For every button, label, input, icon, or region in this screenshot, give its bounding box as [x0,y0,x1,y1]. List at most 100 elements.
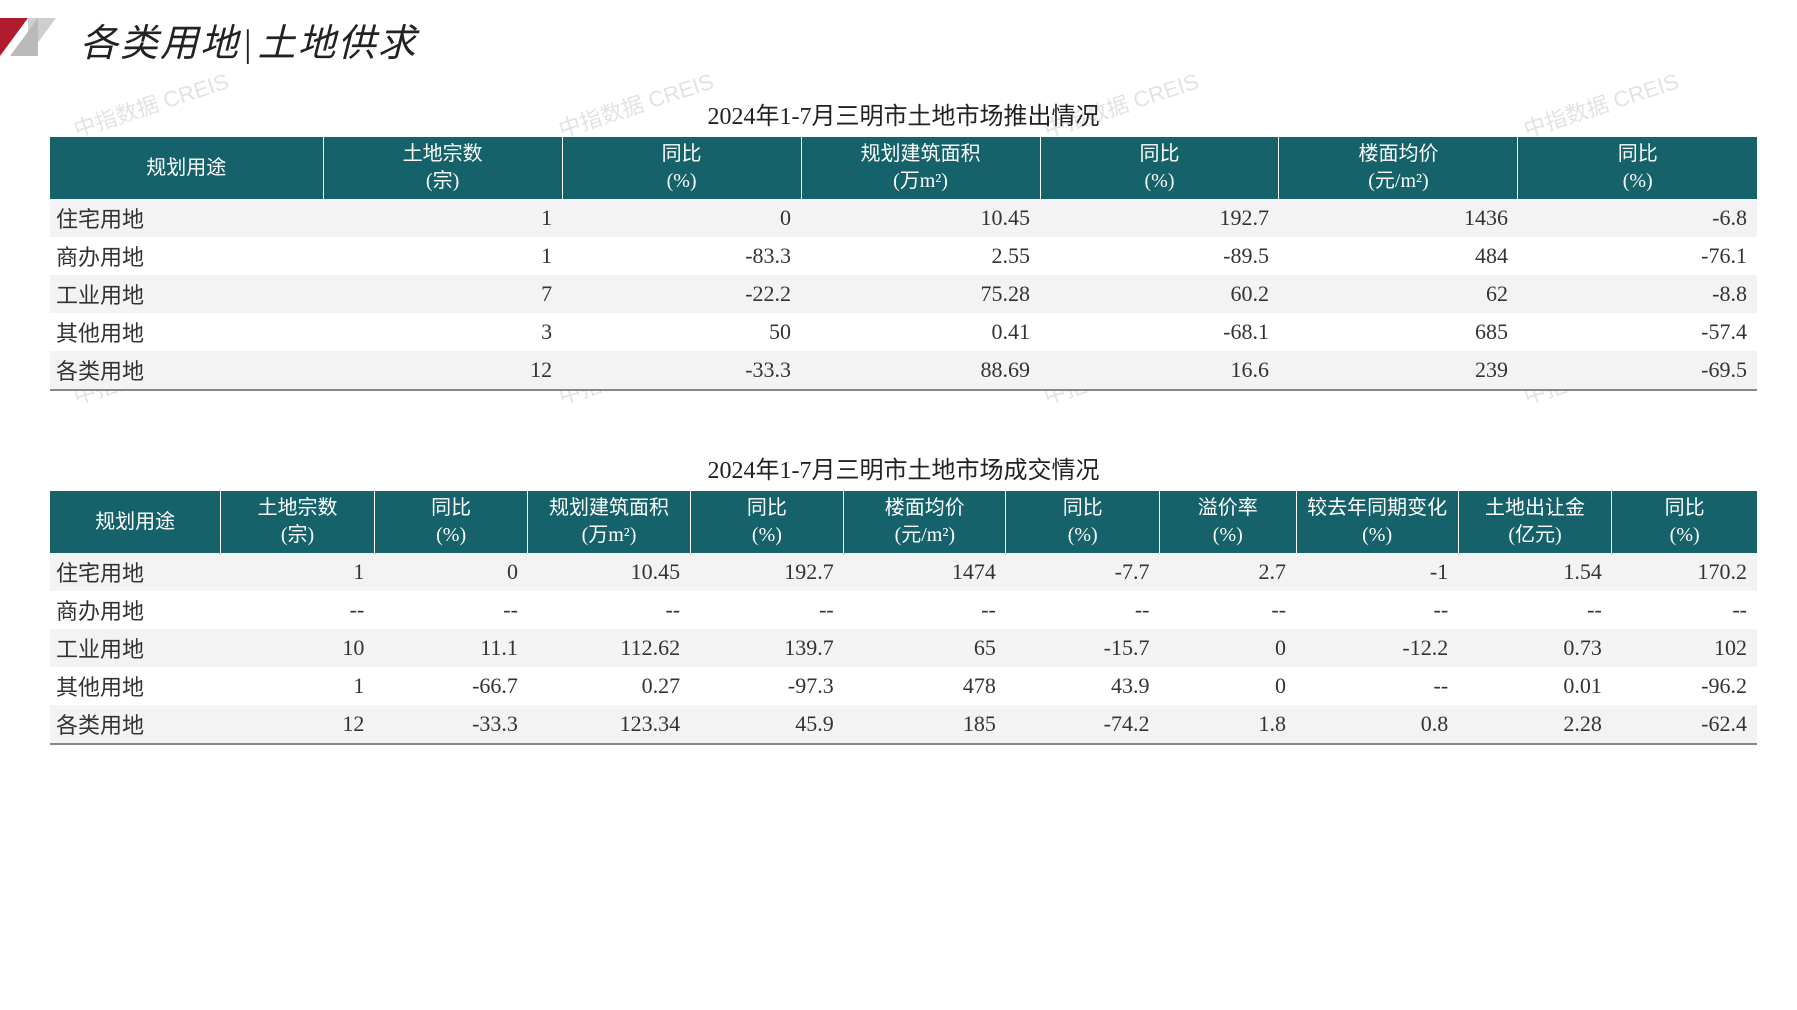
table1: 规划用途土地宗数(宗)同比(%)规划建筑面积(万m²)同比(%)楼面均价(元/m… [50,137,1757,391]
cell-value: -96.2 [1612,667,1757,705]
table1-caption: 2024年1-7月三明市土地市场推出情况 [50,96,1757,131]
table-row: 工业用地1011.1112.62139.765-15.70-12.20.7310… [50,629,1757,667]
row-label: 住宅用地 [50,199,323,237]
cell-value: -- [1160,591,1297,629]
title-sep: | [244,23,254,65]
table-row: 各类用地12-33.3123.3445.9185-74.21.80.82.28-… [50,705,1757,744]
cell-value: -- [690,591,844,629]
row-label: 工业用地 [50,275,323,313]
column-header: 同比(%) [374,491,528,553]
column-header: 规划建筑面积(万m²) [801,137,1040,199]
row-label: 商办用地 [50,591,221,629]
cell-value: 1436 [1279,199,1518,237]
column-header: 同比(%) [690,491,844,553]
column-header: 同比(%) [562,137,801,199]
table1-wrap: 2024年1-7月三明市土地市场推出情况 规划用途土地宗数(宗)同比(%)规划建… [50,96,1757,391]
column-header: 规划建筑面积(万m²) [528,491,690,553]
cell-value: 685 [1279,313,1518,351]
cell-value: 1 [323,199,562,237]
cell-value: 0.01 [1458,667,1612,705]
brand-logo [0,18,65,58]
cell-value: 192.7 [690,553,844,591]
title-left: 各类用地 [80,23,240,65]
column-header: 同比(%) [1518,137,1757,199]
column-header: 同比(%) [1040,137,1279,199]
row-label: 其他用地 [50,313,323,351]
cell-value: 43.9 [1006,667,1160,705]
cell-value: -83.3 [562,237,801,275]
cell-value: -7.7 [1006,553,1160,591]
cell-value: -33.3 [374,705,528,744]
cell-value: -- [844,591,1006,629]
table-row: 商办用地1-83.32.55-89.5484-76.1 [50,237,1757,275]
cell-value: 10.45 [528,553,690,591]
row-label: 各类用地 [50,705,221,744]
cell-value: -- [221,591,375,629]
cell-value: 192.7 [1040,199,1279,237]
cell-value: -62.4 [1612,705,1757,744]
cell-value: -74.2 [1006,705,1160,744]
column-header: 规划用途 [50,137,323,199]
column-header: 土地宗数(宗) [323,137,562,199]
cell-value: -- [1296,667,1458,705]
page-title: 各类用地|土地供求 [80,12,418,67]
cell-value: -6.8 [1518,199,1757,237]
cell-value: -33.3 [562,351,801,390]
cell-value: 1474 [844,553,1006,591]
table-row: 住宅用地1010.45192.71436-6.8 [50,199,1757,237]
cell-value: 1.8 [1160,705,1297,744]
cell-value: 65 [844,629,1006,667]
cell-value: 12 [323,351,562,390]
cell-value: -- [1612,591,1757,629]
cell-value: 10 [221,629,375,667]
cell-value: 139.7 [690,629,844,667]
table2-wrap: 2024年1-7月三明市土地市场成交情况 规划用途土地宗数(宗)同比(%)规划建… [50,450,1757,745]
title-right: 土地供求 [258,23,418,65]
cell-value: -22.2 [562,275,801,313]
table-row: 商办用地-------------------- [50,591,1757,629]
column-header: 土地宗数(宗) [221,491,375,553]
cell-value: -8.8 [1518,275,1757,313]
cell-value: 239 [1279,351,1518,390]
cell-value: 3 [323,313,562,351]
cell-value: 7 [323,275,562,313]
column-header: 楼面均价(元/m²) [844,491,1006,553]
cell-value: -12.2 [1296,629,1458,667]
cell-value: 12 [221,705,375,744]
cell-value: -- [528,591,690,629]
cell-value: 170.2 [1612,553,1757,591]
cell-value: 60.2 [1040,275,1279,313]
cell-value: -57.4 [1518,313,1757,351]
cell-value: 0 [374,553,528,591]
cell-value: 112.62 [528,629,690,667]
row-label: 各类用地 [50,351,323,390]
row-label: 工业用地 [50,629,221,667]
cell-value: 62 [1279,275,1518,313]
cell-value: -76.1 [1518,237,1757,275]
cell-value: 45.9 [690,705,844,744]
column-header: 溢价率(%) [1160,491,1297,553]
row-label: 其他用地 [50,667,221,705]
cell-value: 11.1 [374,629,528,667]
table-row: 其他用地1-66.70.27-97.347843.90--0.01-96.2 [50,667,1757,705]
cell-value: 484 [1279,237,1518,275]
cell-value: -68.1 [1040,313,1279,351]
cell-value: 1.54 [1458,553,1612,591]
cell-value: 1 [221,667,375,705]
row-label: 住宅用地 [50,553,221,591]
cell-value: 75.28 [801,275,1040,313]
cell-value: 0 [562,199,801,237]
cell-value: 1 [221,553,375,591]
table-row: 住宅用地1010.45192.71474-7.72.7-11.54170.2 [50,553,1757,591]
cell-value: 0.41 [801,313,1040,351]
cell-value: 0.73 [1458,629,1612,667]
cell-value: -97.3 [690,667,844,705]
cell-value: -1 [1296,553,1458,591]
cell-value: 478 [844,667,1006,705]
column-header: 较去年同期变化(%) [1296,491,1458,553]
cell-value: -- [1006,591,1160,629]
row-label: 商办用地 [50,237,323,275]
table2-caption: 2024年1-7月三明市土地市场成交情况 [50,450,1757,485]
table-row: 其他用地3500.41-68.1685-57.4 [50,313,1757,351]
table-row: 各类用地12-33.388.6916.6239-69.5 [50,351,1757,390]
